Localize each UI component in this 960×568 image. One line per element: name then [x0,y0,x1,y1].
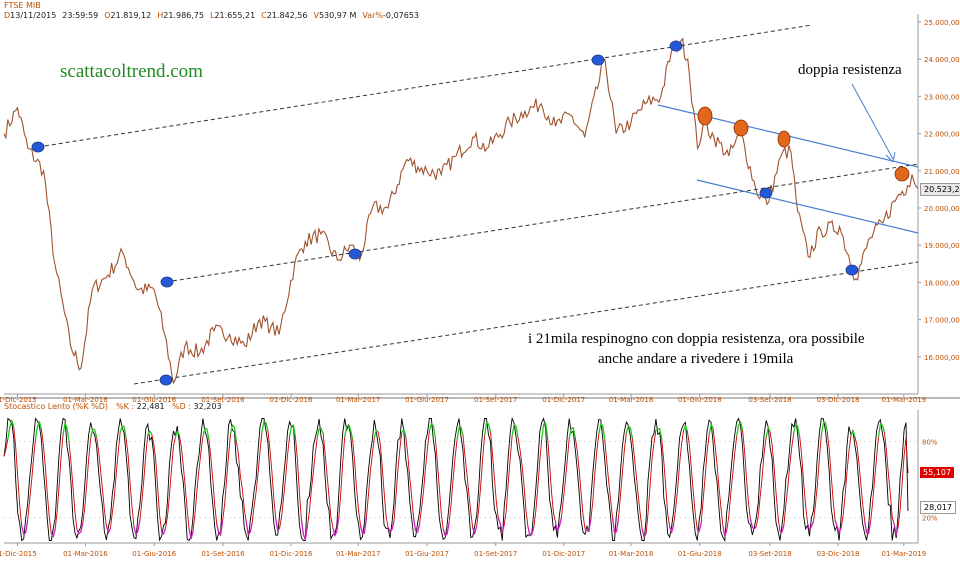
blue-marker [31,141,45,153]
stochastic-d-line [3,419,909,540]
resistance-label: doppia resistenza [798,62,902,78]
price-x-tick-label: 01-Giu-2018 [678,396,722,404]
price-y-tick-label: 17.000,00 [924,317,960,325]
ohlc-key: V [313,11,319,20]
blue-marker [159,374,173,386]
oscillator-x-tick-label: 01-Set-2016 [201,550,245,558]
support-trendline [696,179,919,234]
price-x-tick-label: 01-Giu-2017 [405,396,449,404]
stochastic-oversold-segments [21,517,899,540]
oscillator-title: Stocastico Lento (%K %D) [4,402,109,411]
ohlc-value: 13/11/2015 [10,11,57,20]
oscillator-d-readout: %D : 32,203 [172,402,222,411]
comment-line-1: i 21mila respinogno con doppia resistenz… [528,331,865,347]
price-y-tick-label: 22.000,00 [924,131,960,139]
price-x-tick-label: 1-Dic-2015 [0,396,37,404]
ohlc-key: Var% [362,11,384,20]
oscillator-last-k-label: 55,107 [920,467,954,478]
oscillator-x-tick-label: 01-Giu-2017 [405,550,449,558]
oscillator-x-tick-label: 01-Mar-2016 [63,550,108,558]
oscillator-x-tick-label: 01-Giu-2018 [678,550,722,558]
price-y-tick-label: 20.000,00 [924,205,960,213]
oscillator-x-tick-label: 01-Mar-2019 [882,550,927,558]
ohlc-readout: D13/11/2015 23:59:59 O21.819,12 H21.986,75 L… [4,11,425,20]
ohlc-value: 21.819,12 [110,11,152,20]
ohlc-key: D [4,11,11,20]
blue-marker [845,264,859,276]
orange-marker [697,106,713,126]
oscillator-x-tick-label: 01-Dic-2017 [542,550,585,558]
price-x-tick-label: 01-Dic-2016 [269,396,313,404]
ohlc-value: 21.842,56 [266,11,308,20]
blue-marker [591,54,605,66]
ohlc-value: -0,07653 [383,11,420,20]
ohlc-key: H [157,11,164,20]
ohlc-value: 23:59:59 [62,11,99,20]
middle-channel-line [165,163,919,283]
price-x-tick-label: 01-Mar-2019 [882,396,927,404]
comment-line-2: anche andare a rivedere i 19mila [598,351,794,367]
blue-marker [759,187,773,199]
orange-marker [894,166,910,182]
price-y-tick-label: 16.000,00 [924,354,960,362]
oscillator-y-tick-label: 80% [922,438,938,446]
oscillator-x-tick-label: 01-Giu-2016 [132,550,176,558]
oscillator-y-tick-label: 20% [922,515,938,523]
orange-marker [733,119,749,137]
ohlc-key: C [261,11,267,20]
price-y-tick-label: 18.000,00 [924,279,960,287]
oscillator-x-tick-label: 01-Mar-2017 [336,550,381,558]
price-x-tick-label: 01-Mar-2016 [63,396,108,404]
oscillator-x-tick-label: 1-Dic-2015 [0,550,37,558]
price-x-tick-label: 01-Giu-2016 [132,396,176,404]
chart-symbol: FTSE MIB [4,1,41,10]
price-y-tick-label: 23.000,00 [924,93,960,101]
watermark-text: scattacoltrend.com [60,61,203,82]
blue-marker [669,40,683,52]
stochastic-overbought-segments [7,420,886,442]
price-series-line [3,37,919,385]
price-x-tick-label: 01-Mar-2017 [336,396,381,404]
oscillator-last-d-label: 28,017 [920,501,956,515]
oscillator-x-tick-label: 03-Set-2018 [748,550,791,558]
price-y-tick-label: 24.000,00 [924,56,960,64]
oscillator-x-tick-label: 03-Dic-2018 [817,550,860,558]
stochastic-k-line [3,416,909,542]
price-x-tick-label: 01-Set-2016 [201,396,245,404]
oscillator-x-tick-label: 01-Dic-2016 [269,550,313,558]
price-y-tick-label: 25.000,00 [924,19,960,27]
blue-marker [348,248,362,260]
blue-marker [160,276,174,288]
last-price-label: 20.523,29 [920,182,960,196]
oscillator-k-readout: %K : 22,481 [116,402,165,411]
resistance-arrow-line [851,83,894,160]
orange-marker [777,130,791,148]
upper-channel-line [37,24,813,148]
ohlc-key: O [104,11,111,20]
resistance-arrow-head [885,151,896,163]
ohlc-value: 21.986,75 [163,11,204,20]
ohlc-value: 21.655,21 [214,11,256,20]
price-x-tick-label: 01-Set-2017 [474,396,517,404]
ohlc-value: 530,97 M [318,11,357,20]
oscillator-x-tick-label: 01-Set-2017 [474,550,517,558]
lower-channel-line [133,261,919,385]
price-x-tick-label: 03-Set-2018 [748,396,791,404]
price-y-tick-label: 21.000,00 [924,168,960,176]
price-x-tick-label: 03-Dic-2018 [817,396,860,404]
oscillator-x-tick-label: 01-Mar-2018 [609,550,654,558]
price-x-tick-label: 01-Mar-2018 [609,396,654,404]
price-y-tick-label: 19.000,00 [924,242,960,250]
price-x-tick-label: 01-Dic-2017 [542,396,585,404]
ohlc-key: L [209,11,215,20]
